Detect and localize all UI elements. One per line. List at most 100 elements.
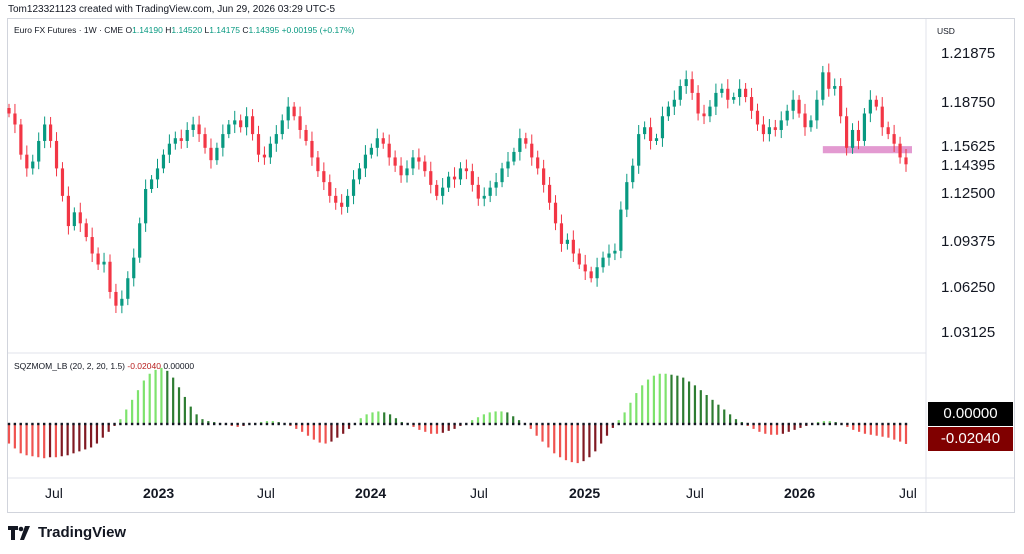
squeeze-dot <box>652 422 656 426</box>
candle-body <box>648 127 653 141</box>
squeeze-dot <box>254 422 257 426</box>
candle-body <box>328 182 332 196</box>
currency-label[interactable]: USD <box>937 26 955 36</box>
squeeze-dot <box>758 422 761 426</box>
candle-body <box>417 157 421 162</box>
candle-body <box>286 106 290 121</box>
candle-body <box>167 143 171 155</box>
tradingview-logo[interactable]: TradingView <box>8 524 126 541</box>
candle-body <box>227 124 231 135</box>
squeeze-dot <box>476 422 480 426</box>
squeeze-dot <box>89 422 93 426</box>
candle-body <box>155 168 160 180</box>
squeeze-dot <box>441 422 445 426</box>
squeeze-dot <box>781 422 785 426</box>
candle-body <box>304 129 308 141</box>
squeeze-dot <box>670 422 673 426</box>
candle-body <box>256 134 261 155</box>
squeeze-dot <box>300 422 304 426</box>
squeeze-dot <box>212 422 216 426</box>
candle-body <box>666 106 670 117</box>
candle-body <box>357 168 362 180</box>
squeeze-dot <box>887 422 890 426</box>
candle-body <box>423 161 427 172</box>
candle-body <box>583 264 587 272</box>
squeeze-dot <box>863 422 867 426</box>
close-value: 1.14395 <box>248 25 280 35</box>
squeeze-dot <box>682 422 685 426</box>
candle-body <box>31 161 35 169</box>
squeeze-dot <box>541 422 544 426</box>
candle-body <box>233 120 237 125</box>
candle-body <box>346 195 350 207</box>
squeeze-dot <box>435 422 439 426</box>
candle-body <box>470 171 474 185</box>
candle-body <box>488 187 492 196</box>
candle-body <box>862 113 867 141</box>
squeeze-dot <box>611 422 615 426</box>
candle-body <box>631 165 635 183</box>
candle-body <box>381 138 385 144</box>
candle-body <box>375 138 379 148</box>
squeeze-dot <box>277 422 280 426</box>
squeeze-dot <box>388 422 392 426</box>
chart-credit: Tom123321123 created with TradingView.co… <box>8 4 336 15</box>
squeeze-dot <box>676 422 679 426</box>
candle-body <box>821 72 825 100</box>
squeeze-dot <box>605 422 609 426</box>
candle-body <box>78 212 82 224</box>
candle-body <box>886 127 890 135</box>
candle-body <box>856 129 861 141</box>
candle-body <box>399 165 403 176</box>
squeeze-dot <box>341 422 345 426</box>
candle-body <box>429 171 433 185</box>
squeeze-dot <box>383 422 386 426</box>
squeeze-dot <box>259 422 263 426</box>
squeeze-dot <box>248 422 251 426</box>
squeeze-dot <box>289 422 292 426</box>
squeeze-dot <box>101 422 105 426</box>
squeeze-dot <box>822 422 826 426</box>
squeeze-dot <box>125 422 128 426</box>
candle-body <box>595 267 599 279</box>
squeeze-dot <box>306 422 310 426</box>
symbol-legend[interactable]: Euro FX Futures · 1W · CME O1.14190 H1.1… <box>14 25 354 35</box>
candle-body <box>494 182 498 188</box>
candle-body <box>500 168 504 183</box>
candle-body <box>96 253 100 265</box>
squeeze-dot <box>852 422 855 426</box>
candle-body <box>334 195 338 203</box>
squeeze-dot <box>629 422 632 426</box>
squeeze-dot <box>523 422 527 426</box>
candle-body <box>114 291 118 306</box>
squeeze-dot <box>869 422 873 426</box>
squeeze-dot <box>740 422 744 426</box>
squeeze-dot <box>764 422 767 426</box>
price-label: 1.18750 <box>941 94 996 111</box>
candle-body <box>66 195 71 227</box>
candle-body <box>203 134 207 148</box>
candle-body <box>441 187 445 196</box>
candle-body <box>215 147 219 161</box>
candle-body <box>84 223 88 238</box>
candle-body <box>785 110 789 121</box>
squeeze-dot <box>353 422 357 426</box>
squeeze-dot <box>564 422 568 426</box>
candle-body <box>149 179 154 189</box>
current-price-label: 1.14395 <box>941 157 996 174</box>
candle-body <box>559 223 564 244</box>
squeeze-dot <box>881 422 884 426</box>
squeeze-dot <box>805 422 808 426</box>
candle-body <box>464 168 469 172</box>
squeeze-dot <box>66 422 69 426</box>
squeeze-dot <box>406 422 409 426</box>
candle-body <box>524 138 528 144</box>
squeeze-dot <box>746 422 749 426</box>
candle-body <box>43 124 47 141</box>
candle-body <box>179 138 183 141</box>
time-label: Jul <box>899 485 917 501</box>
squeeze-dot <box>160 422 163 426</box>
indicator-legend[interactable]: SQZMOM_LB (20, 2, 20, 1.5) -0.02040 0.00… <box>14 361 194 371</box>
candle-body <box>322 171 326 183</box>
